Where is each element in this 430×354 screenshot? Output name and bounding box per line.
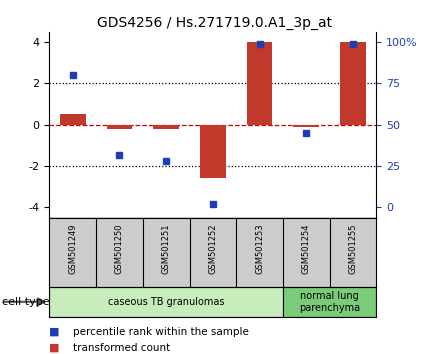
Text: caseous TB granulomas: caseous TB granulomas: [108, 297, 224, 307]
Bar: [49, 287, 283, 317]
Bar: [293, 125, 319, 127]
Bar: [107, 125, 132, 129]
Text: transformed count: transformed count: [73, 343, 170, 353]
Text: GSM501252: GSM501252: [209, 223, 217, 274]
Bar: [200, 125, 226, 178]
Text: GSM501254: GSM501254: [302, 223, 311, 274]
Bar: [283, 287, 376, 317]
Text: percentile rank within the sample: percentile rank within the sample: [73, 327, 249, 337]
Text: ■: ■: [49, 327, 60, 337]
Text: GDS4256 / Hs.271719.0.A1_3p_at: GDS4256 / Hs.271719.0.A1_3p_at: [98, 16, 332, 30]
Bar: [247, 42, 272, 125]
Text: ■: ■: [49, 343, 60, 353]
Text: GSM501253: GSM501253: [255, 223, 264, 274]
Text: normal lung
parenchyma: normal lung parenchyma: [299, 291, 360, 313]
Text: GSM501250: GSM501250: [115, 223, 124, 274]
Bar: [154, 125, 179, 129]
Bar: [340, 42, 366, 125]
Text: cell type: cell type: [2, 297, 50, 307]
Text: GSM501255: GSM501255: [348, 223, 357, 274]
Bar: [60, 114, 86, 125]
Text: GSM501249: GSM501249: [68, 223, 77, 274]
Text: GSM501251: GSM501251: [162, 223, 171, 274]
